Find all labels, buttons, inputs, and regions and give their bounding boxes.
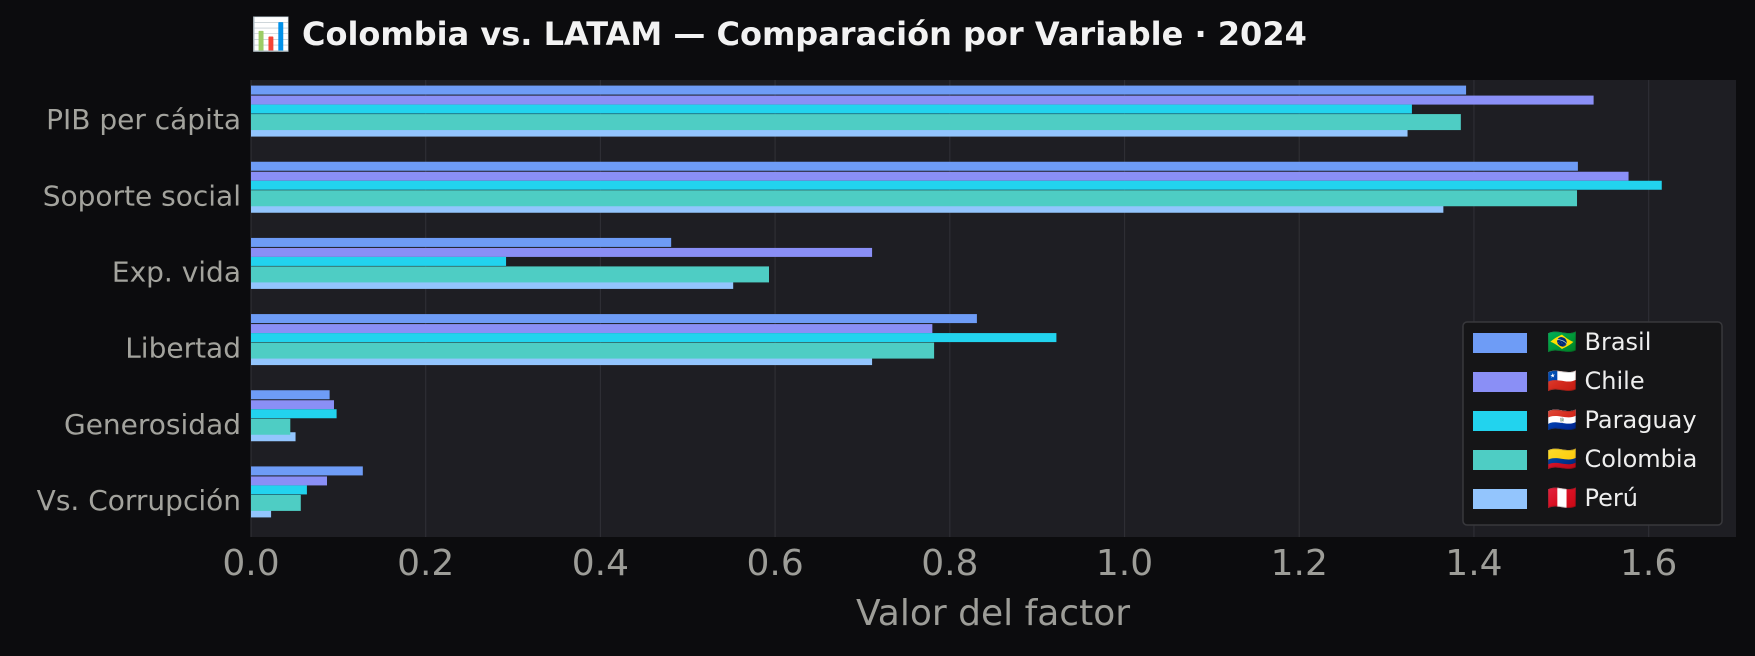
bar	[251, 342, 935, 359]
y-tick-label: Vs. Corrupción	[37, 484, 241, 517]
bar	[251, 508, 272, 518]
bar	[251, 432, 296, 442]
bar	[251, 400, 334, 410]
x-tick-label: 1.0	[1096, 543, 1153, 584]
bar	[251, 247, 873, 257]
x-tick-label: 0.6	[746, 543, 803, 584]
chart-title: 📊 Colombia vs. LATAM — Comparación por V…	[251, 15, 1307, 53]
y-tick-label: Soporte social	[43, 179, 241, 212]
bar	[251, 161, 1578, 171]
bar	[251, 114, 1461, 131]
x-tick-label: 1.6	[1620, 543, 1677, 584]
bar	[251, 390, 330, 400]
bar	[251, 203, 1444, 213]
bar	[251, 266, 770, 283]
bar	[251, 171, 1629, 181]
bar	[251, 409, 337, 419]
bar	[251, 466, 363, 476]
bar	[251, 85, 1467, 95]
bar	[251, 494, 301, 511]
bar	[251, 485, 307, 495]
x-tick-label: 0.2	[397, 543, 454, 584]
legend-swatch	[1473, 450, 1527, 470]
legend-label: 🇵🇾 Paraguay	[1547, 406, 1697, 434]
bar	[251, 314, 977, 324]
bar	[251, 237, 672, 247]
legend-box	[1462, 321, 1723, 526]
y-tick-label: Generosidad	[64, 408, 241, 441]
x-tick-label: 0.4	[572, 543, 629, 584]
x-tick-label: 1.4	[1445, 543, 1502, 584]
bar	[251, 324, 933, 334]
legend-swatch	[1473, 333, 1527, 353]
y-tick-label: Exp. vida	[112, 255, 241, 288]
bar	[251, 476, 327, 486]
legend-label: 🇨🇴 Colombia	[1547, 445, 1697, 473]
y-tick-label: PIB per cápita	[46, 103, 241, 136]
bar	[251, 127, 1408, 137]
legend-label: 🇵🇪 Perú	[1547, 484, 1638, 512]
legend-swatch	[1473, 411, 1527, 431]
x-tick-label: 0.0	[222, 543, 279, 584]
bar	[251, 418, 291, 435]
bar	[251, 333, 1057, 343]
bar	[251, 279, 734, 289]
bar	[251, 190, 1578, 207]
legend-label: 🇧🇷 Brasil	[1547, 328, 1651, 356]
legend-swatch	[1473, 372, 1527, 392]
bar	[251, 95, 1594, 105]
bar	[251, 180, 1662, 190]
bar	[251, 356, 873, 366]
y-tick-label: Libertad	[125, 332, 241, 365]
bar	[251, 104, 1412, 114]
legend-swatch	[1473, 489, 1527, 509]
legend-label: 🇨🇱 Chile	[1547, 367, 1645, 395]
x-axis-label: Valor del factor	[856, 593, 1130, 634]
bar	[251, 256, 507, 266]
x-tick-label: 1.2	[1271, 543, 1328, 584]
x-tick-label: 0.8	[921, 543, 978, 584]
